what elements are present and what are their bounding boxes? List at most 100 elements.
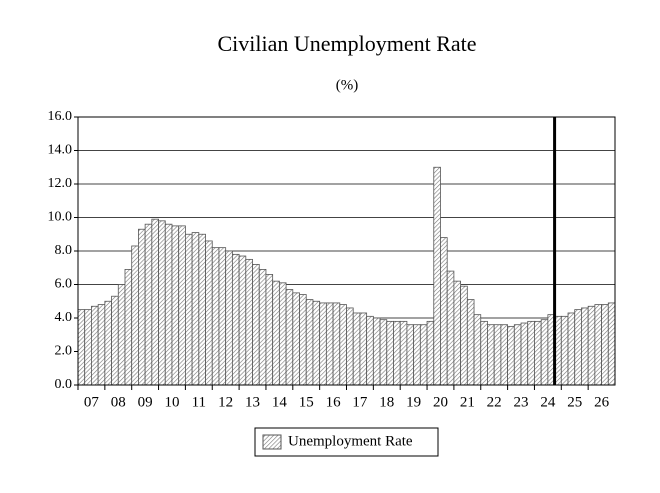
x-tick-label: 09 xyxy=(138,394,153,410)
bar xyxy=(473,314,482,386)
x-tick-label: 12 xyxy=(218,394,233,410)
bar xyxy=(581,307,589,386)
bar xyxy=(245,258,253,386)
bar xyxy=(386,320,394,386)
bar xyxy=(500,324,509,386)
bar xyxy=(413,324,421,386)
bar xyxy=(138,228,146,386)
x-tick-label: 25 xyxy=(567,394,582,410)
bar xyxy=(205,240,213,386)
x-tick-label: 15 xyxy=(299,394,314,410)
legend-box xyxy=(254,427,439,457)
x-tick-label: 16 xyxy=(326,394,342,410)
x-tick-label: 23 xyxy=(514,394,529,410)
bar xyxy=(131,245,139,386)
y-tick-label: 14.0 xyxy=(48,143,73,158)
bar xyxy=(433,166,441,386)
bar xyxy=(191,232,200,386)
x-tick-label: 17 xyxy=(352,394,368,410)
x-tick-label: 20 xyxy=(433,394,448,410)
bar xyxy=(198,233,206,386)
bar xyxy=(292,292,300,386)
bar xyxy=(567,312,576,386)
bar xyxy=(178,225,186,386)
bar xyxy=(218,247,227,386)
bar xyxy=(507,325,515,386)
bar xyxy=(124,269,133,386)
y-tick-label: 12.0 xyxy=(48,176,73,191)
x-tick-label: 13 xyxy=(245,394,260,410)
x-tick-label: 08 xyxy=(111,394,126,410)
bar xyxy=(225,250,233,386)
legend-swatch xyxy=(262,434,282,450)
x-tick-label: 22 xyxy=(487,394,502,410)
bar xyxy=(231,253,240,386)
bar xyxy=(91,305,99,386)
y-tick-label: 16.0 xyxy=(48,109,73,124)
bar xyxy=(319,302,327,386)
bar xyxy=(238,255,247,386)
x-tick-label: 07 xyxy=(84,394,100,410)
x-tick-label: 18 xyxy=(379,394,394,410)
bar xyxy=(305,299,314,386)
bar xyxy=(587,305,596,386)
bar xyxy=(359,312,368,386)
bar xyxy=(171,225,180,386)
bar xyxy=(97,304,106,386)
bar xyxy=(513,324,522,386)
bar xyxy=(493,324,502,386)
bar xyxy=(453,280,462,386)
bar xyxy=(594,304,602,386)
bar xyxy=(601,304,609,386)
bar xyxy=(285,289,294,386)
bar xyxy=(399,320,408,386)
bar xyxy=(278,282,287,386)
bar xyxy=(393,320,401,386)
y-tick-label: 6.0 xyxy=(55,277,73,292)
bar xyxy=(440,237,448,386)
bar xyxy=(325,302,334,386)
chart-subtitle: (%) xyxy=(336,77,359,93)
bar xyxy=(352,312,361,386)
bar xyxy=(252,263,260,386)
y-tick-label: 8.0 xyxy=(55,243,73,258)
bar xyxy=(339,304,347,386)
bar xyxy=(560,315,569,386)
bar xyxy=(426,320,435,386)
y-tick-label: 4.0 xyxy=(55,310,73,325)
bar xyxy=(77,309,86,386)
bar xyxy=(299,294,307,386)
bar xyxy=(419,324,428,386)
bar xyxy=(574,309,582,386)
x-tick-label: 26 xyxy=(594,394,610,410)
bar xyxy=(158,220,166,386)
bar xyxy=(520,322,529,386)
bar xyxy=(540,319,549,386)
bar xyxy=(164,223,173,386)
bar xyxy=(332,302,341,386)
y-tick-label: 0.0 xyxy=(55,377,73,392)
bar xyxy=(144,223,153,386)
bar xyxy=(534,320,542,386)
bar xyxy=(111,295,119,386)
bar xyxy=(487,324,495,386)
bar xyxy=(480,320,488,386)
bar xyxy=(527,320,535,386)
bar xyxy=(446,270,455,386)
bar xyxy=(211,247,220,386)
bar xyxy=(466,299,475,386)
x-tick-label: 14 xyxy=(272,394,288,410)
bar xyxy=(607,302,616,386)
bar xyxy=(265,274,274,386)
bar xyxy=(184,233,193,386)
bar xyxy=(460,285,468,386)
bar xyxy=(406,324,415,386)
chart-title: Civilian Unemployment Rate xyxy=(217,31,476,56)
bar xyxy=(258,269,267,386)
y-tick-label: 2.0 xyxy=(55,344,73,359)
x-tick-label: 21 xyxy=(460,394,475,410)
bar xyxy=(151,218,159,386)
bar xyxy=(312,300,321,386)
